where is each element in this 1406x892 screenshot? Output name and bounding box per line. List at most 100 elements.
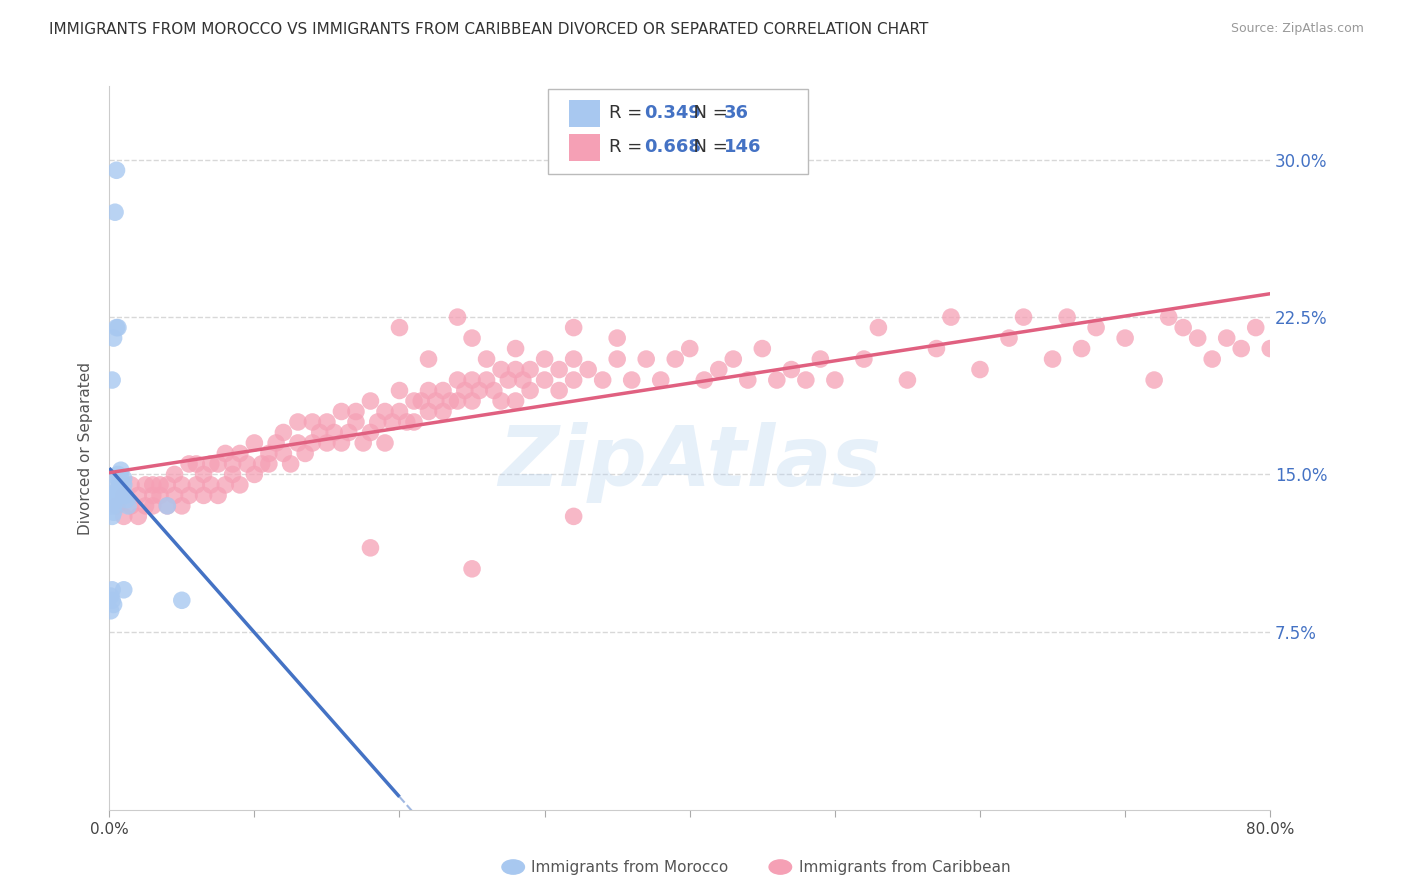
Text: Immigrants from Morocco: Immigrants from Morocco bbox=[531, 860, 728, 874]
Point bbox=[1173, 320, 1195, 334]
Point bbox=[170, 593, 193, 607]
Point bbox=[103, 331, 125, 345]
Point bbox=[337, 425, 360, 440]
Point bbox=[105, 478, 128, 492]
Point bbox=[127, 509, 149, 524]
Point bbox=[606, 331, 628, 345]
Point bbox=[411, 394, 433, 409]
Text: ZipAtlas: ZipAtlas bbox=[498, 422, 882, 503]
Point bbox=[388, 384, 411, 398]
Point bbox=[737, 373, 759, 387]
Point bbox=[229, 478, 252, 492]
Point bbox=[110, 463, 132, 477]
Text: R =: R = bbox=[609, 104, 648, 122]
Point bbox=[824, 373, 846, 387]
Point bbox=[1012, 310, 1035, 324]
Point bbox=[221, 467, 243, 482]
Point bbox=[1042, 352, 1064, 367]
Text: 146: 146 bbox=[724, 138, 762, 156]
Point bbox=[257, 457, 280, 471]
Point bbox=[301, 415, 323, 429]
Point bbox=[1244, 320, 1267, 334]
Point bbox=[519, 384, 541, 398]
Point bbox=[1056, 310, 1078, 324]
Point bbox=[120, 478, 142, 492]
Point bbox=[112, 582, 135, 597]
Point bbox=[925, 342, 948, 356]
Point bbox=[163, 488, 186, 502]
Text: N =: N = bbox=[682, 104, 734, 122]
Text: Immigrants from Caribbean: Immigrants from Caribbean bbox=[799, 860, 1011, 874]
Point bbox=[780, 362, 803, 376]
Point bbox=[794, 373, 817, 387]
Point bbox=[461, 394, 484, 409]
Point bbox=[117, 499, 139, 513]
Point bbox=[432, 404, 454, 418]
Point bbox=[359, 541, 381, 555]
Point bbox=[103, 505, 125, 519]
Point bbox=[243, 467, 266, 482]
Point bbox=[115, 492, 138, 507]
Point bbox=[149, 478, 172, 492]
Point bbox=[287, 436, 309, 450]
Point bbox=[548, 362, 571, 376]
Point bbox=[636, 352, 658, 367]
Point bbox=[229, 446, 252, 460]
Point bbox=[111, 488, 134, 502]
Point bbox=[103, 598, 125, 612]
Point bbox=[432, 384, 454, 398]
Point bbox=[105, 499, 128, 513]
Point bbox=[505, 342, 527, 356]
Text: 0.668: 0.668 bbox=[644, 138, 702, 156]
Text: N =: N = bbox=[682, 138, 734, 156]
Point bbox=[186, 478, 208, 492]
Point bbox=[107, 320, 129, 334]
Point bbox=[664, 352, 686, 367]
Point bbox=[693, 373, 716, 387]
Point bbox=[939, 310, 962, 324]
Point bbox=[439, 394, 461, 409]
Point bbox=[273, 425, 295, 440]
Point bbox=[100, 499, 122, 513]
Point bbox=[1230, 342, 1253, 356]
Point bbox=[1187, 331, 1209, 345]
Point bbox=[896, 373, 918, 387]
Point bbox=[468, 384, 491, 398]
Point bbox=[193, 488, 215, 502]
Point bbox=[620, 373, 643, 387]
Point bbox=[200, 457, 222, 471]
Point bbox=[418, 352, 440, 367]
Point bbox=[998, 331, 1021, 345]
Point bbox=[273, 446, 295, 460]
Point bbox=[505, 362, 527, 376]
Point bbox=[105, 320, 128, 334]
Point bbox=[163, 467, 186, 482]
Point bbox=[193, 467, 215, 482]
Point bbox=[512, 373, 534, 387]
Point bbox=[135, 478, 157, 492]
Point bbox=[112, 472, 135, 486]
Point bbox=[323, 425, 346, 440]
Point bbox=[105, 163, 128, 178]
Point bbox=[461, 373, 484, 387]
Point bbox=[562, 352, 585, 367]
Point bbox=[301, 436, 323, 450]
Point bbox=[548, 384, 571, 398]
Point bbox=[679, 342, 702, 356]
Point bbox=[287, 415, 309, 429]
Point bbox=[294, 446, 316, 460]
Point bbox=[200, 478, 222, 492]
Point bbox=[446, 373, 468, 387]
Point bbox=[766, 373, 789, 387]
Point bbox=[402, 394, 425, 409]
Point bbox=[101, 488, 124, 502]
Point bbox=[316, 436, 339, 450]
Point bbox=[395, 415, 418, 429]
Point bbox=[104, 205, 127, 219]
Text: 0.349: 0.349 bbox=[644, 104, 700, 122]
Point bbox=[112, 478, 135, 492]
Point bbox=[170, 478, 193, 492]
Point bbox=[316, 415, 339, 429]
Point bbox=[1258, 342, 1281, 356]
Point bbox=[418, 384, 440, 398]
